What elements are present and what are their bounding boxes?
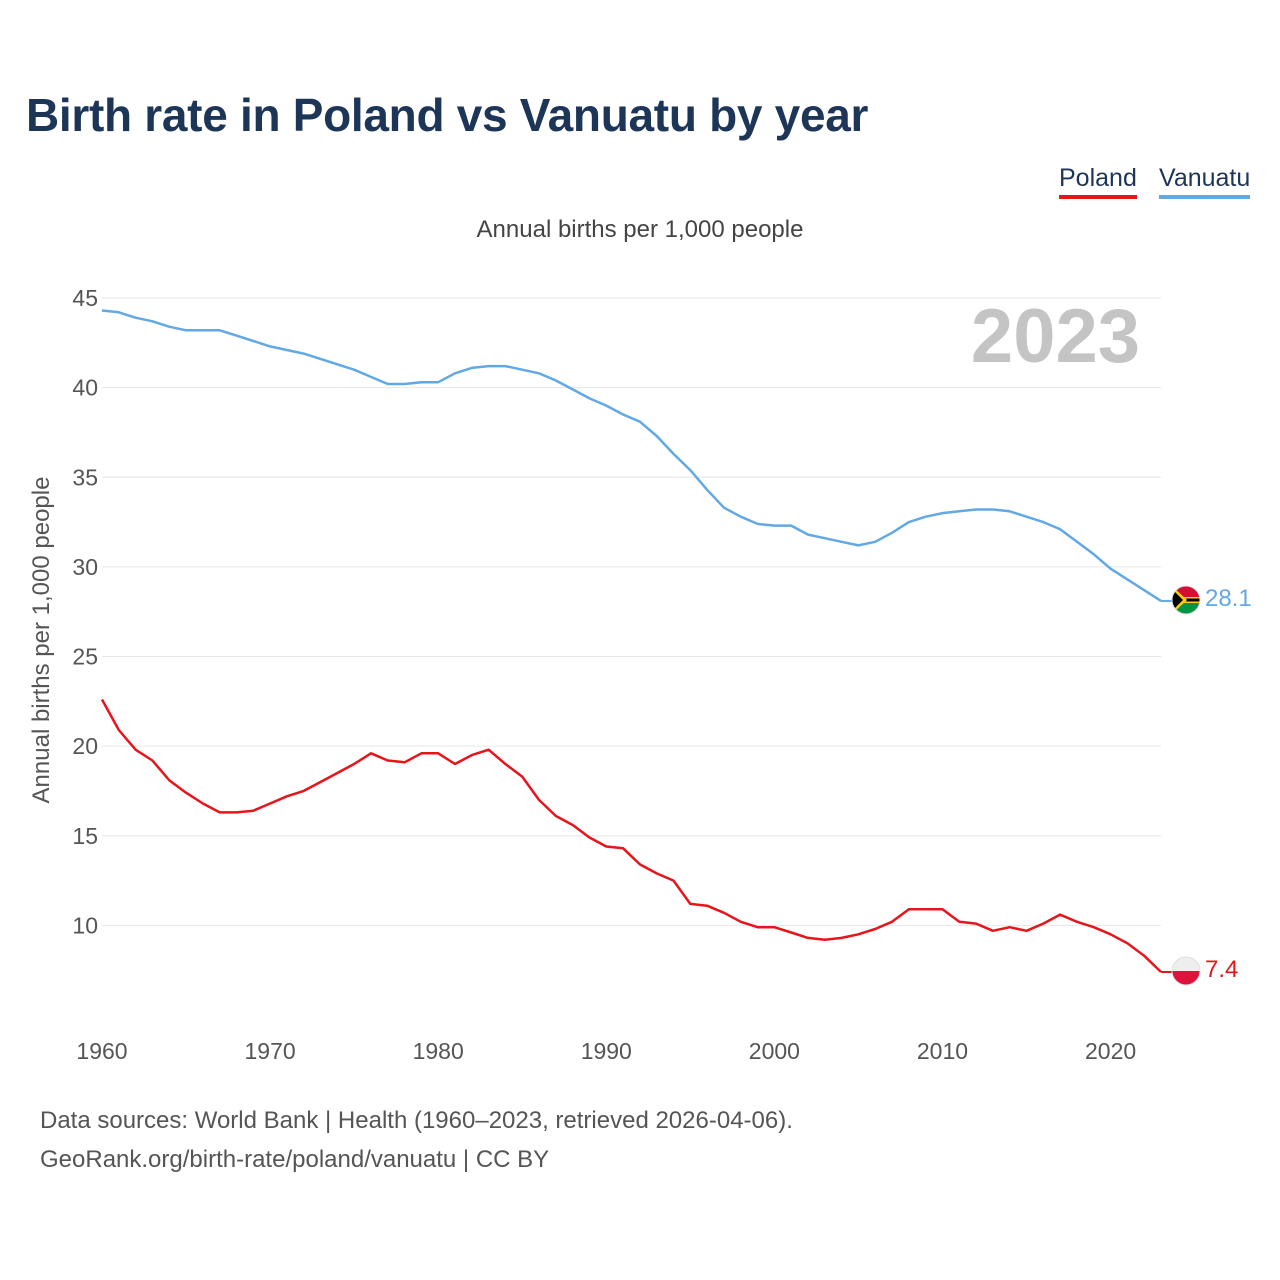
y-axis-ticks: 10 15 20 25 30 35 40 45 bbox=[72, 285, 98, 938]
series-line-vanuatu[interactable] bbox=[101, 309, 1162, 602]
poland-flag-icon bbox=[1172, 957, 1200, 985]
chart-subtitle: Annual births per 1,000 people bbox=[476, 216, 804, 243]
series-line-poland[interactable] bbox=[100, 698, 1162, 973]
y-tick-label: 45 bbox=[72, 285, 98, 311]
x-tick-label: 2000 bbox=[749, 1038, 800, 1064]
x-tick-label: 2010 bbox=[917, 1038, 968, 1064]
y-tick-label: 30 bbox=[72, 554, 98, 580]
legend-item-poland[interactable]: Poland bbox=[1059, 164, 1137, 199]
y-tick-label: 20 bbox=[72, 733, 98, 759]
x-tick-label: 2020 bbox=[1085, 1038, 1136, 1064]
y-tick-label: 35 bbox=[72, 464, 98, 490]
y-tick-label: 25 bbox=[72, 644, 98, 670]
series-lines bbox=[100, 309, 1172, 973]
x-tick-label: 1960 bbox=[76, 1038, 127, 1064]
y-tick-label: 15 bbox=[72, 823, 98, 849]
vanuatu-end-value: 28.1 bbox=[1205, 585, 1252, 612]
footer-source: Data sources: World Bank | Health (1960–… bbox=[40, 1107, 793, 1134]
legend-item-vanuatu[interactable]: Vanuatu bbox=[1159, 164, 1251, 199]
series-end-markers: 28.1 7.4 bbox=[1171, 585, 1252, 986]
chart-title: Birth rate in Poland vs Vanuatu by year bbox=[26, 89, 869, 141]
footer-url: GeoRank.org/birth-rate/poland/vanuatu | … bbox=[40, 1146, 550, 1173]
poland-end-value: 7.4 bbox=[1205, 956, 1238, 983]
vanuatu-flag-icon bbox=[1172, 586, 1200, 614]
y-tick-label: 40 bbox=[72, 375, 98, 401]
x-tick-label: 1980 bbox=[413, 1038, 464, 1064]
y-tick-label: 10 bbox=[72, 912, 98, 938]
gridlines bbox=[102, 297, 1161, 926]
x-axis-ticks: 1960 1970 1980 1990 2000 2010 2020 bbox=[76, 1038, 1136, 1064]
x-tick-label: 1970 bbox=[245, 1038, 296, 1064]
x-tick-label: 1990 bbox=[581, 1038, 632, 1064]
year-watermark: 2023 bbox=[971, 294, 1140, 379]
